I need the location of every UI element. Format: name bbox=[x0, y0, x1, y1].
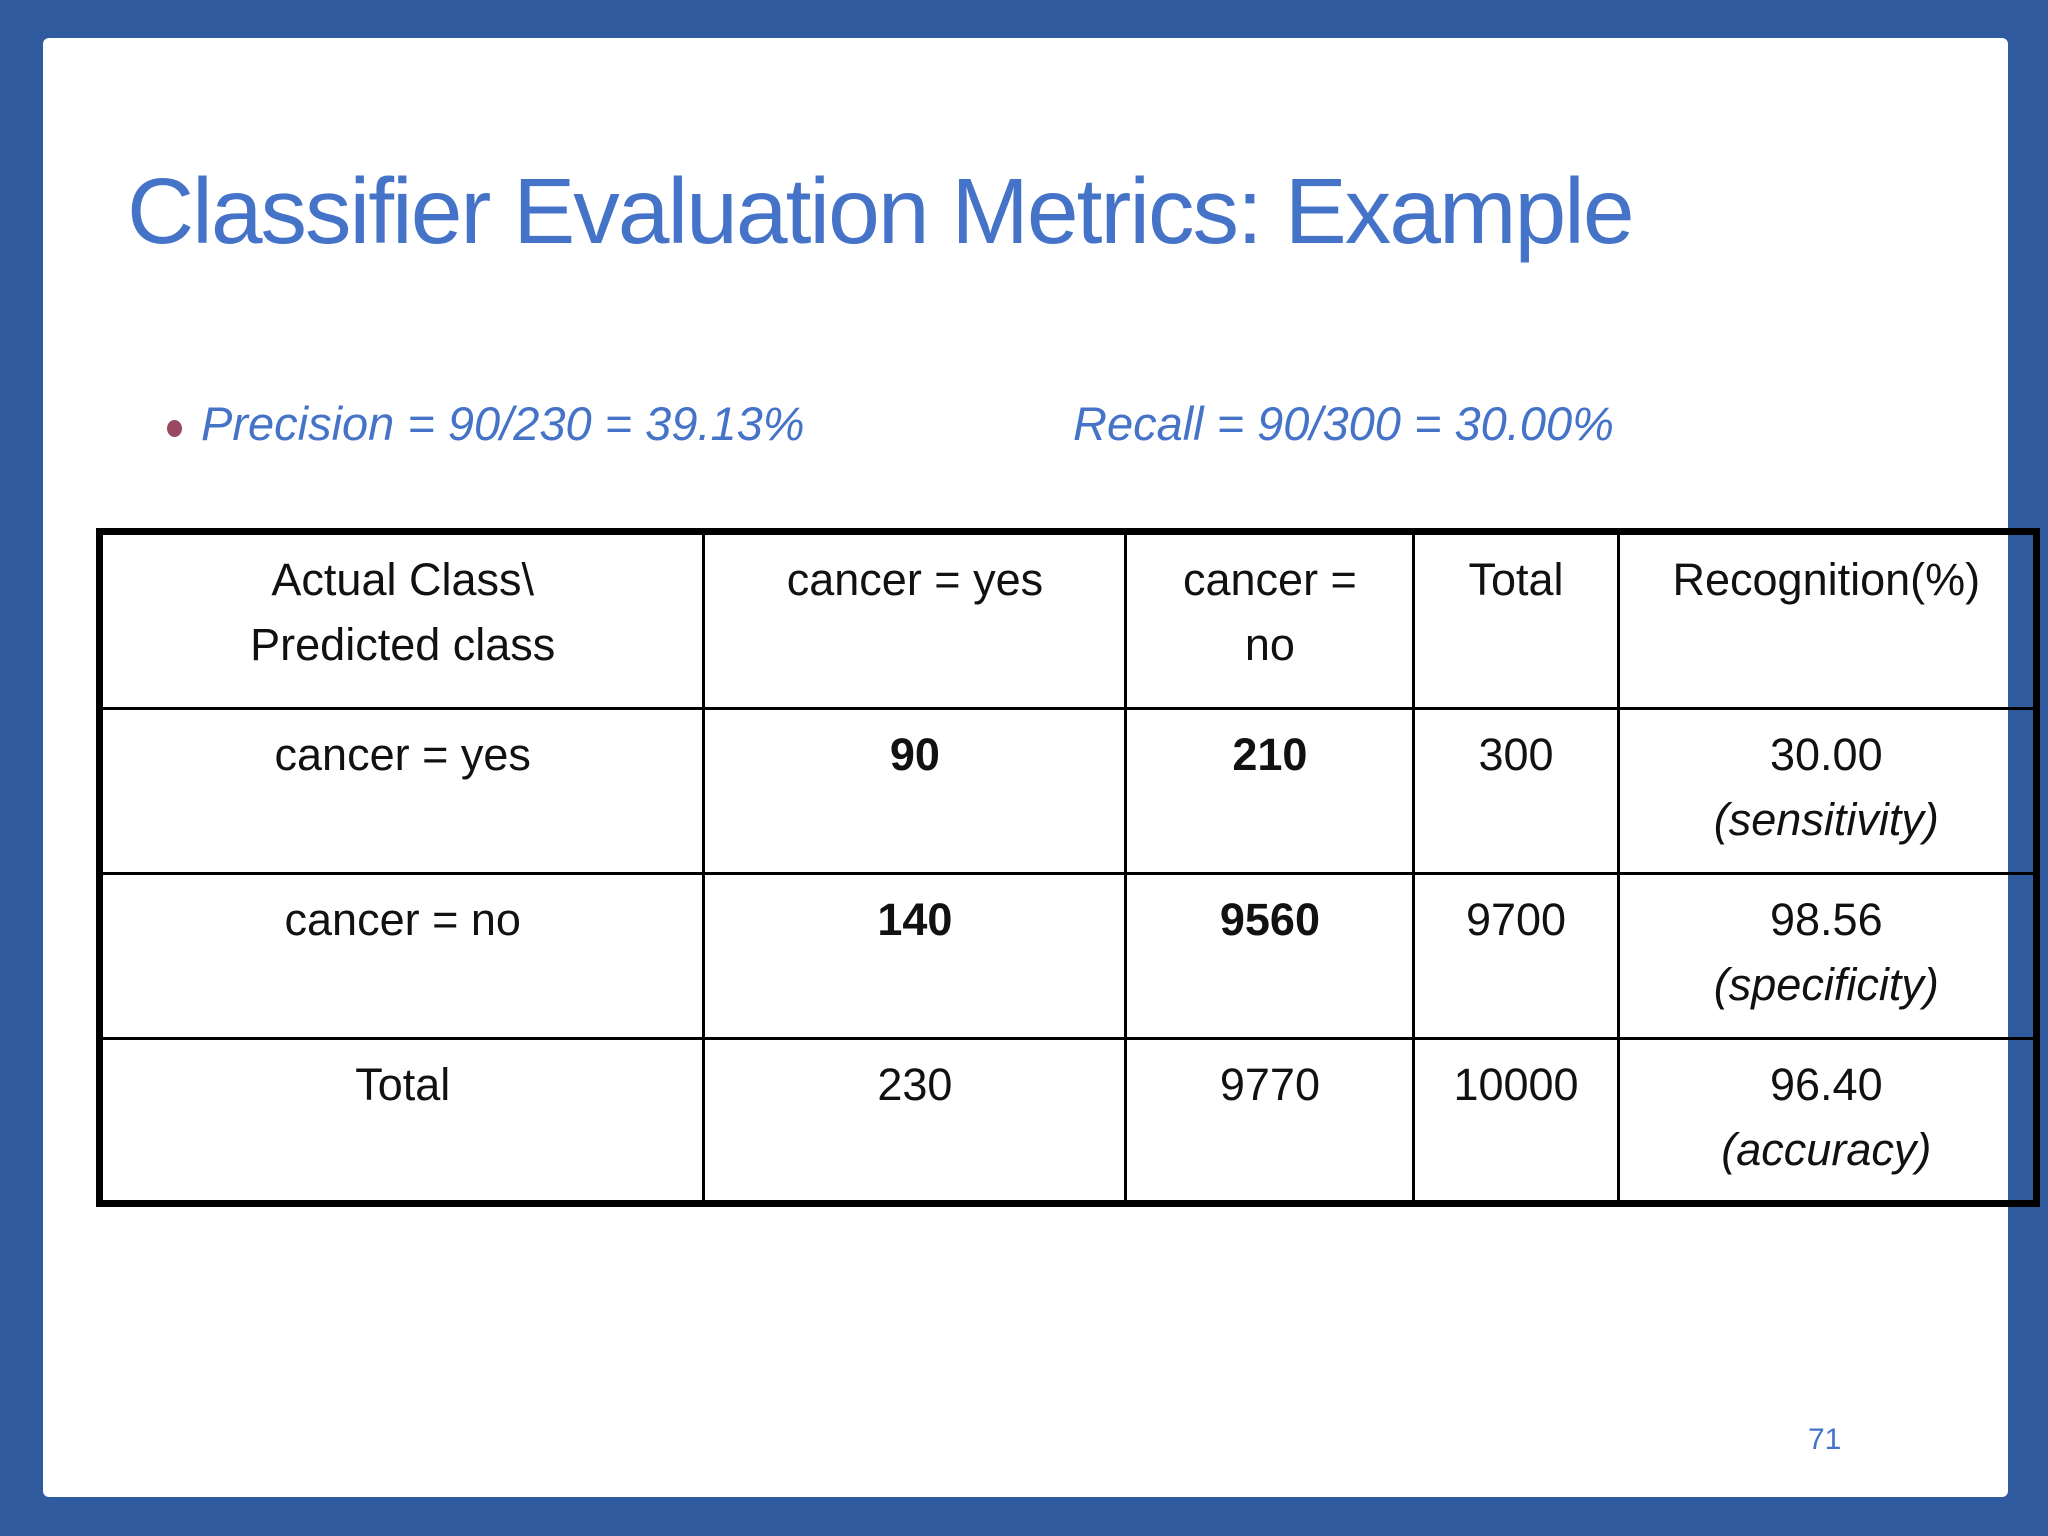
table-header-row: Actual Class\ Predicted class cancer = y… bbox=[97, 530, 2039, 710]
cell-col-total-yes: 230 bbox=[702, 1037, 1128, 1205]
slide-title: Classifier Evaluation Metrics: Example bbox=[127, 159, 1635, 263]
cell-fn: 210 bbox=[1124, 707, 1416, 875]
cell-tn: 9560 bbox=[1124, 872, 1416, 1040]
recognition-value: 96.40 bbox=[1770, 1059, 1883, 1110]
header-cancer-no-line2: no bbox=[1244, 619, 1295, 671]
header-cancer-no-line1: cancer = bbox=[1182, 554, 1357, 605]
cell-recognition: 96.40 (accuracy) bbox=[1616, 1037, 2039, 1205]
cell-row-total: 300 bbox=[1412, 707, 1620, 875]
recall-text: Recall = 90/300 = 30.00% bbox=[1073, 397, 1614, 450]
cell-recognition: 30.00 (sensitivity) bbox=[1616, 707, 2039, 875]
row-label: Total bbox=[97, 1037, 706, 1205]
cell-row-total: 9700 bbox=[1412, 872, 1620, 1040]
page-number: 71 bbox=[1808, 1423, 1842, 1456]
row-label: cancer = yes bbox=[97, 707, 706, 875]
slide-canvas: Classifier Evaluation Metrics: Example P… bbox=[43, 38, 2040, 1497]
header-total: Total bbox=[1412, 530, 1620, 710]
cell-tp: 90 bbox=[702, 707, 1128, 875]
header-actual-predicted: Actual Class\ Predicted class bbox=[97, 530, 706, 710]
table-row-cancer-no: cancer = no 140 9560 9700 98.56 (specifi… bbox=[97, 872, 2039, 1040]
row-label: cancer = no bbox=[97, 872, 706, 1040]
recognition-note: (specificity) bbox=[1713, 959, 1939, 1011]
precision-text: Precision = 90/230 = 39.13% bbox=[201, 397, 805, 450]
confusion-matrix-table: Actual Class\ Predicted class cancer = y… bbox=[96, 528, 2040, 1207]
table-row-total: Total 230 9770 10000 96.40 (accuracy) bbox=[97, 1037, 2039, 1205]
recognition-value: 98.56 bbox=[1770, 894, 1883, 945]
header-recognition: Recognition(%) bbox=[1616, 530, 2039, 710]
recognition-note: (accuracy) bbox=[1721, 1124, 1932, 1176]
cell-grand-total: 10000 bbox=[1412, 1037, 1620, 1205]
header-cancer-no: cancer = no bbox=[1124, 530, 1416, 710]
recognition-value: 30.00 bbox=[1770, 729, 1883, 780]
table-row-cancer-yes: cancer = yes 90 210 300 30.00 (sensitivi… bbox=[97, 707, 2039, 875]
cell-fp: 140 bbox=[702, 872, 1128, 1040]
header-cancer-yes: cancer = yes bbox=[702, 530, 1128, 710]
header-actual-line1: Actual Class\ bbox=[271, 554, 535, 605]
recognition-note: (sensitivity) bbox=[1713, 794, 1939, 846]
cell-col-total-no: 9770 bbox=[1124, 1037, 1416, 1205]
bullet-icon bbox=[167, 420, 182, 437]
metrics-line: Precision = 90/230 = 39.13% Recall = 90/… bbox=[43, 396, 2008, 466]
header-actual-line2: Predicted class bbox=[250, 619, 556, 671]
cell-recognition: 98.56 (specificity) bbox=[1616, 872, 2039, 1040]
